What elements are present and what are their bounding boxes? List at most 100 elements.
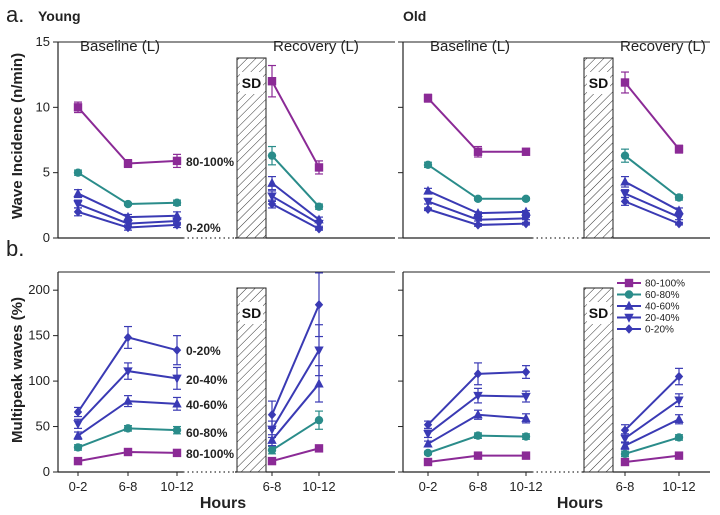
series-line-60to80 <box>77 171 178 206</box>
data-point-20to40 <box>123 367 133 377</box>
x-axis-label-old: Hours <box>557 495 603 512</box>
x-tick-label-old: 6-8 <box>616 479 635 494</box>
legend-marker <box>624 324 634 334</box>
data-point-80to100 <box>521 147 531 156</box>
data-point-0to20 <box>521 218 531 229</box>
data-point-60to80 <box>473 194 483 203</box>
data-point-40to60 <box>267 177 277 187</box>
young-b-y-tick-label: 0 <box>43 464 50 479</box>
data-point-40to60 <box>473 409 483 419</box>
data-point-20to40 <box>674 213 684 223</box>
data-point-60to80 <box>314 202 324 211</box>
data-point-40to60 <box>172 210 182 220</box>
data-point-0to20 <box>172 345 182 355</box>
data-point-60to80 <box>172 425 182 435</box>
data-point-0to20 <box>314 224 324 234</box>
legend-label-4: 0-20% <box>645 325 674 336</box>
data-point-0to20 <box>123 222 133 233</box>
young-a-y-tick-label: 15 <box>36 34 50 49</box>
data-point-40to60 <box>73 430 83 440</box>
data-point-20to40 <box>423 430 433 440</box>
y-axis-label-b: Multipeak waves (%) <box>9 297 26 443</box>
data-point-80to100 <box>674 451 684 460</box>
annotation-0to20-a: 0-20% <box>186 221 221 235</box>
data-point-80to100 <box>172 156 182 166</box>
data-point-20to40 <box>73 200 83 210</box>
legend-label-2: 40-60% <box>645 302 680 313</box>
data-point-20to40 <box>620 189 630 199</box>
data-point-60to80 <box>521 194 531 203</box>
data-point-0to20 <box>123 332 133 343</box>
data-point-60to80 <box>73 443 83 452</box>
data-point-80to100 <box>73 103 83 112</box>
data-point-80to100 <box>172 448 182 458</box>
young-baseline-title: Baseline (L) <box>80 38 160 55</box>
data-point-0to20 <box>473 220 483 230</box>
data-point-60to80 <box>674 433 684 442</box>
data-point-80to100 <box>473 451 483 460</box>
data-point-80to100 <box>123 447 133 457</box>
data-point-0to20 <box>473 369 483 379</box>
series-line-40to60 <box>271 383 320 441</box>
data-point-80to100 <box>620 457 630 467</box>
series-line-80to100 <box>271 80 320 168</box>
chart-marks: SD 0 5 10 15 SD SD 0 50 100 150 200 SD 0-2 6-8 10-12 6-8… <box>28 34 710 494</box>
data-point-0to20 <box>314 300 324 310</box>
data-point-80to100 <box>620 78 630 87</box>
series-line-0to20 <box>271 203 320 230</box>
annotation-80to100-a: 80-100% <box>186 155 234 169</box>
young-recovery-title: Recovery (L) <box>273 38 359 55</box>
data-point-0to20 <box>73 407 83 417</box>
data-point-0to20 <box>674 371 684 382</box>
old-baseline-title: Baseline (L) <box>430 38 510 55</box>
data-point-80to100 <box>521 451 531 460</box>
panel-b-letter: b. <box>6 236 24 261</box>
series-line-20to40 <box>271 349 320 430</box>
data-point-20to40 <box>267 192 277 202</box>
data-point-60to80 <box>73 168 83 177</box>
data-point-60to80 <box>521 432 531 441</box>
series-line-20to40 <box>624 192 680 219</box>
data-point-60to80 <box>620 151 630 160</box>
data-point-80to100 <box>674 144 684 154</box>
data-point-0to20 <box>267 410 277 420</box>
young-b-y-tick-label: 50 <box>36 419 50 434</box>
panel-a-letter: a. <box>6 2 24 27</box>
data-point-40to60 <box>620 440 630 450</box>
data-point-0to20 <box>172 220 182 230</box>
series-line-20to40 <box>624 399 680 440</box>
data-point-20to40 <box>674 396 684 406</box>
data-point-20to40 <box>73 420 83 430</box>
series-line-40to60 <box>271 182 320 221</box>
series-line-40to60 <box>624 180 680 212</box>
data-point-40to60 <box>123 211 133 221</box>
young-title: Young <box>38 8 81 24</box>
data-point-40to60 <box>172 398 182 408</box>
young-a-sd-label-bg <box>240 72 263 94</box>
series-line-0to20 <box>624 375 680 431</box>
data-point-0to20 <box>674 218 684 229</box>
series-line-60to80 <box>624 154 680 199</box>
data-point-60to80 <box>473 431 483 440</box>
annotation-b-3: 60-80% <box>186 426 228 440</box>
series-line-80to100 <box>271 447 320 463</box>
data-point-40to60 <box>521 413 531 423</box>
data-point-60to80 <box>172 198 182 207</box>
series-line-80to100 <box>624 454 680 463</box>
data-point-40to60 <box>521 206 531 216</box>
x-tick-label-old: 10-12 <box>662 479 695 494</box>
legend-label-1: 60-80% <box>645 290 680 301</box>
young-b-y-tick-label: 100 <box>28 373 50 388</box>
data-point-20to40 <box>172 374 182 384</box>
data-point-60to80 <box>620 449 630 459</box>
legend-marker <box>624 290 634 299</box>
series-line-0to20 <box>624 200 680 225</box>
x-tick-label-young: 10-12 <box>160 479 193 494</box>
data-point-20to40 <box>314 346 324 356</box>
old-b-sd-label-bg <box>587 302 610 324</box>
legend-marker <box>624 278 634 288</box>
data-point-40to60 <box>314 378 324 388</box>
data-point-60to80 <box>267 151 277 160</box>
legend-label-0: 80-100% <box>645 279 685 290</box>
